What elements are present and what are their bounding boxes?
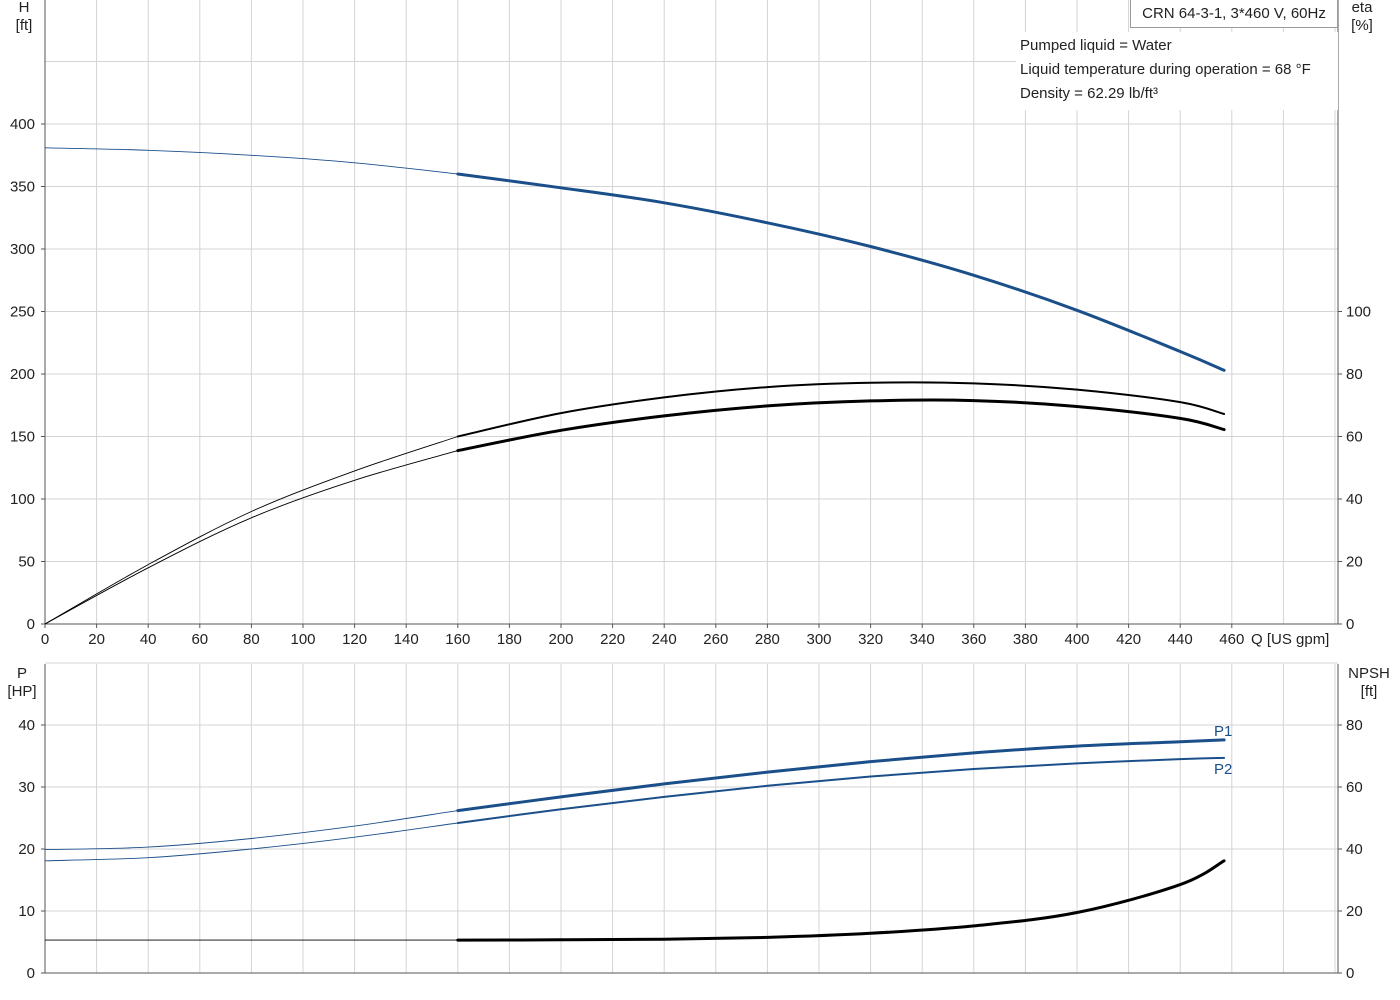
x-tick-label: 160: [445, 631, 470, 648]
axes: 0 20 40 60 80 100 120 140 160 180 200 220 240 260 280 3…: [10, 0, 1371, 982]
x-tick-label: 0: [41, 631, 49, 648]
x-tick-label: 460: [1219, 631, 1244, 648]
bottom-right-axis-unit: [ft]: [1361, 683, 1378, 700]
y-left-tick-label: 150: [10, 429, 35, 446]
y-left-tick-label: 0: [27, 616, 35, 633]
x-tick-label: 360: [961, 631, 986, 648]
y-right-tick-label: 20: [1346, 903, 1363, 920]
condition-liquid: Pumped liquid = Water: [1020, 37, 1172, 54]
x-tick-label: 240: [652, 631, 677, 648]
bottom-left-axis-title: P: [17, 665, 27, 682]
y-left-tick-label: 400: [10, 116, 35, 133]
efficiency-curve-thin-operating: [456, 381, 1226, 438]
series-label-p1: P1: [1214, 723, 1232, 740]
npsh-curve-operating: [456, 859, 1226, 942]
x-tick-label: 340: [910, 631, 935, 648]
y-left-tick-label: 20: [18, 841, 35, 858]
y-left-tick-label: 0: [27, 965, 35, 982]
p2-power-curve-extension: [44, 822, 458, 862]
chart-title-box: CRN 64-3-1, 3*460 V, 60Hz: [1130, 0, 1338, 28]
x-tick-label: 120: [342, 631, 367, 648]
y-right-tick-label: 40: [1346, 841, 1363, 858]
top-right-axis-title: eta: [1352, 0, 1374, 16]
y-left-tick-label: 200: [10, 366, 35, 383]
y-right-tick-label: 60: [1346, 779, 1363, 796]
x-tick-label: 420: [1116, 631, 1141, 648]
bottom-right-axis-title: NPSH: [1348, 665, 1390, 682]
x-axis-label: Q [US gpm]: [1251, 631, 1329, 648]
y-right-tick-label: 60: [1346, 429, 1363, 446]
series-lines: P1 P2: [44, 147, 1232, 942]
top-left-axis-title: H: [19, 0, 30, 16]
y-right-tick-label: 0: [1346, 616, 1354, 633]
x-tick-label: 300: [806, 631, 831, 648]
efficiency-curve-thin-extension: [44, 436, 458, 625]
conditions-box: Pumped liquid = Water Liquid temperature…: [1016, 32, 1338, 110]
top-panel-grid: [44, 0, 1338, 625]
y-right-tick-label: 80: [1346, 366, 1363, 383]
top-right-axis-unit: [%]: [1351, 17, 1373, 34]
x-tick-label: 100: [290, 631, 315, 648]
condition-density: Density = 62.29 lb/ft³: [1020, 85, 1158, 102]
y-left-tick-label: 100: [10, 491, 35, 508]
x-tick-label: 220: [600, 631, 625, 648]
p1-power-curve-operating: [456, 738, 1226, 813]
x-tick-label: 60: [191, 631, 208, 648]
y-left-tick-label: 30: [18, 779, 35, 796]
head-curve-operating: [456, 172, 1226, 372]
x-tick-label: 400: [1064, 631, 1089, 648]
x-tick-label: 140: [394, 631, 419, 648]
y-left-tick-label: 300: [10, 241, 35, 258]
x-tick-label: 280: [755, 631, 780, 648]
y-right-tick-label: 100: [1346, 304, 1371, 321]
efficiency-curve-thick-operating: [456, 398, 1226, 453]
axis-labels: H [ft] eta [%] Q [US gpm] P [HP] NPSH [f…: [7, 0, 1389, 700]
bottom-left-axis-unit: [HP]: [7, 683, 36, 700]
p1-power-curve-extension: [44, 810, 458, 851]
y-left-tick-label: 350: [10, 179, 35, 196]
x-tick-label: 40: [140, 631, 157, 648]
y-left-tick-label: 40: [18, 717, 35, 734]
x-tick-label: 440: [1168, 631, 1193, 648]
y-left-tick-label: 10: [18, 903, 35, 920]
x-tick-label: 200: [548, 631, 573, 648]
y-left-tick-label: 250: [10, 304, 35, 321]
efficiency-curve-thick-extension: [44, 450, 458, 625]
y-right-tick-label: 20: [1346, 554, 1363, 571]
p2-power-curve-operating: [456, 756, 1226, 824]
x-tick-label: 20: [88, 631, 105, 648]
x-tick-label: 180: [497, 631, 522, 648]
head-curve-extension: [44, 147, 458, 175]
y-right-tick-label: 40: [1346, 491, 1363, 508]
top-left-axis-unit: [ft]: [16, 17, 33, 34]
x-tick-label: 380: [1013, 631, 1038, 648]
chart-title: CRN 64-3-1, 3*460 V, 60Hz: [1142, 5, 1326, 22]
condition-temperature: Liquid temperature during operation = 68…: [1020, 61, 1311, 78]
bottom-panel-grid: [44, 662, 1338, 974]
x-tick-label: 80: [243, 631, 260, 648]
x-tick-label: 320: [858, 631, 883, 648]
y-right-tick-label: 0: [1346, 965, 1354, 982]
series-label-p2: P2: [1214, 761, 1232, 778]
y-right-tick-label: 80: [1346, 717, 1363, 734]
y-left-tick-label: 50: [18, 554, 35, 571]
x-tick-label: 260: [703, 631, 728, 648]
